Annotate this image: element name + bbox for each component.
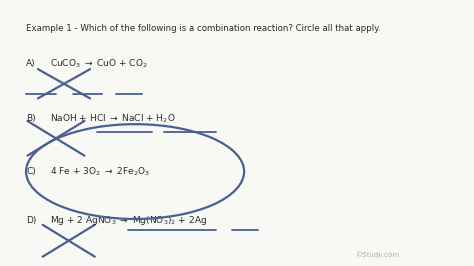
Text: NaOH + HCl $\rightarrow$ NaCl + H$_2$O: NaOH + HCl $\rightarrow$ NaCl + H$_2$O	[50, 112, 175, 124]
Text: Example 1 - Which of the following is a combination reaction? Circle all that ap: Example 1 - Which of the following is a …	[26, 24, 381, 33]
Text: B): B)	[26, 114, 36, 123]
Text: CuCO$_3$ $\rightarrow$ CuO + CO$_2$: CuCO$_3$ $\rightarrow$ CuO + CO$_2$	[50, 58, 147, 70]
Text: A): A)	[26, 59, 36, 68]
Text: 4 Fe + 3O$_2$ $\rightarrow$ 2Fe$_2$O$_3$: 4 Fe + 3O$_2$ $\rightarrow$ 2Fe$_2$O$_3$	[50, 165, 150, 178]
Text: ©Study.com: ©Study.com	[356, 251, 400, 258]
Text: Mg + 2 AgNO$_3$ $\rightarrow$ Mg(NO$_3$)$_2$ + 2Ag: Mg + 2 AgNO$_3$ $\rightarrow$ Mg(NO$_3$)…	[50, 214, 207, 227]
Text: D): D)	[26, 216, 36, 225]
Text: C): C)	[26, 167, 36, 176]
